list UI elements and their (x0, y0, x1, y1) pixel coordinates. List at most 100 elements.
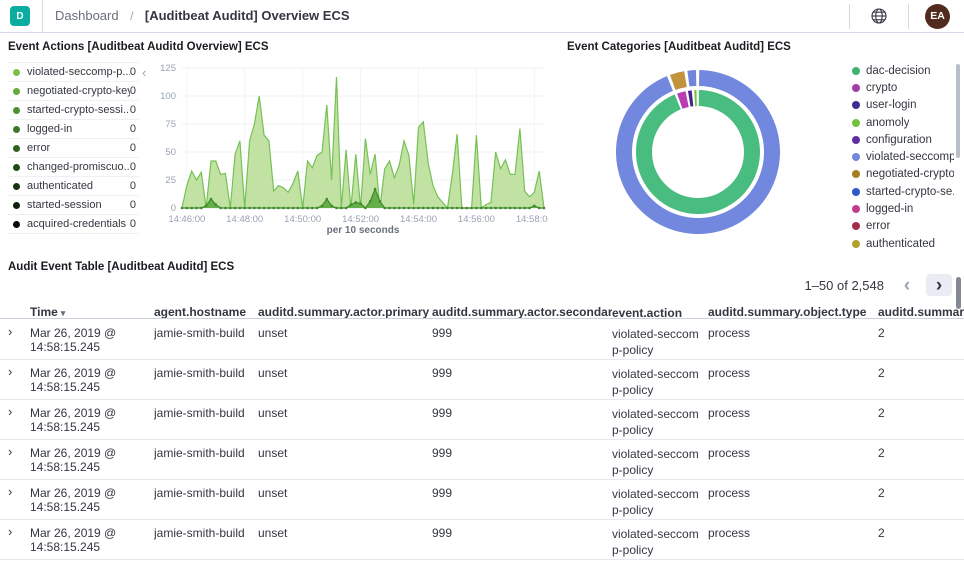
svg-text:14:48:00: 14:48:00 (226, 214, 263, 225)
legend-item[interactable]: authenticated 0 (8, 176, 139, 195)
legend-item[interactable]: user-login (852, 97, 954, 114)
svg-text:14:52:00: 14:52:00 (342, 214, 379, 225)
legend-item[interactable]: violated-seccomp... (852, 148, 954, 165)
cell-time: Mar 26, 2019 @ 14:58:15.245 (30, 366, 117, 394)
row-expand-icon[interactable]: › (8, 324, 13, 339)
column-header-agent-hostname[interactable]: agent.hostname (154, 305, 247, 318)
legend-color-dot-icon (13, 68, 20, 76)
legend-item[interactable]: started-session 0 (8, 195, 139, 214)
row-expand-icon[interactable]: › (8, 484, 13, 499)
column-header-actor-secondary[interactable]: auditd.summary.actor.secondary (432, 305, 612, 318)
legend-item[interactable]: authenticated (852, 235, 954, 252)
cell-actor-secondary: 999 (432, 326, 453, 340)
legend-item[interactable]: logged-in (852, 200, 954, 217)
legend-color-dot-icon (13, 163, 20, 171)
legend-item[interactable]: crypto (852, 79, 954, 96)
event-categories-donut-chart[interactable] (612, 66, 784, 238)
cell-actor-secondary: 999 (432, 486, 453, 500)
svg-text:14:50:00: 14:50:00 (284, 214, 321, 225)
cell-time: Mar 26, 2019 @ 14:58:15.245 (30, 446, 117, 474)
legend-item-label: started-session (27, 199, 102, 211)
top-navigation-bar: D Dashboard / [Auditbeat Auditd] Overvie… (0, 0, 964, 33)
cell-object-type: process (708, 366, 751, 380)
legend-color-dot-icon (852, 153, 860, 162)
legend-item[interactable]: dac-decision (852, 62, 954, 79)
legend-item-value: 0 (129, 199, 136, 211)
pagination-prev-icon[interactable]: ‹ (903, 274, 911, 296)
app-logo[interactable]: D (10, 6, 30, 26)
table-row: › Mar 26, 2019 @ 14:58:15.245 jamie-smit… (0, 480, 964, 520)
legend-item-label: configuration (866, 133, 932, 146)
cell-object-type: process (708, 326, 751, 340)
cell-actor-secondary: 999 (432, 366, 453, 380)
legend-item[interactable]: started-crypto-sessi... 0 (8, 100, 139, 119)
legend-item-label: logged-in (866, 203, 914, 216)
legend-item-value: 0 (129, 180, 136, 192)
cell-event-action: violated-seccomp-policy (612, 407, 699, 438)
topbar-divider (908, 3, 909, 29)
cell-actor-secondary: 999 (432, 526, 453, 540)
legend-item-value: 0 (129, 218, 136, 230)
legend-item-label: negotiated-crypto-key (27, 85, 130, 97)
table-header-row: Time ▾ agent.hostname auditd.summary.acto… (0, 299, 964, 319)
cell-event-action: violated-seccomp-policy (612, 447, 699, 478)
event-actions-area-chart[interactable]: 0 25 50 75 100 125 14:46:00 14:48:00 14:50:00 14:… (148, 58, 548, 236)
column-header-time[interactable]: Time ▾ (30, 299, 154, 318)
legend-color-dot-icon (852, 101, 860, 110)
legend-item[interactable]: negotiated-crypto-key 0 (8, 81, 139, 100)
legend-item[interactable]: acquired-credentials 0 (8, 214, 139, 233)
svg-text:per 10 seconds: per 10 seconds (327, 225, 400, 236)
cell-actor-primary: unset (258, 526, 288, 540)
legend-item[interactable]: logged-in 0 (8, 119, 139, 138)
page-scrollbar[interactable] (956, 277, 961, 309)
legend-color-dot-icon (13, 125, 20, 133)
breadcrumb-dashboard-link[interactable]: Dashboard (55, 8, 119, 23)
cell-agent-hostname: jamie-smith-build (154, 406, 245, 420)
table-row: › Mar 26, 2019 @ 14:58:15.245 jamie-smit… (0, 360, 964, 400)
legend-item[interactable]: negotiated-crypto... (852, 166, 954, 183)
page-title: [Auditbeat Auditd] Overview ECS (144, 8, 350, 23)
legend-item-value: 0 (129, 66, 136, 78)
column-header-auditd-summary[interactable]: auditd.summary (878, 305, 964, 318)
cell-actor-primary: unset (258, 486, 288, 500)
legend-item[interactable]: anomoly (852, 114, 954, 131)
legend-item[interactable]: changed-promiscuo... 0 (8, 157, 139, 176)
legend-item[interactable]: error 0 (8, 138, 139, 157)
legend-item-label: violated-seccomp... (866, 151, 954, 164)
column-header-object-type[interactable]: auditd.summary.object.type (708, 305, 867, 318)
legend-item-label: crypto (866, 81, 898, 94)
user-avatar[interactable]: EA (925, 3, 950, 29)
cell-actor-primary: unset (258, 406, 288, 420)
legend-scrollbar[interactable] (956, 64, 960, 158)
legend-color-dot-icon (852, 239, 860, 248)
pagination-next-icon[interactable]: › (926, 274, 952, 296)
table-body: › Mar 26, 2019 @ 14:58:15.245 jamie-smit… (0, 320, 964, 561)
legend-item-label: authenticated (866, 237, 936, 250)
event-categories-panel-title: Event Categories [Auditbeat Auditd] ECS (567, 41, 791, 53)
cell-auditd-summary: 2 (878, 526, 885, 540)
cell-object-type: process (708, 406, 751, 420)
row-expand-icon[interactable]: › (8, 364, 13, 379)
legend-color-dot-icon (13, 87, 20, 95)
topbar-right-controls: EA (837, 3, 954, 29)
legend-item[interactable]: error (852, 218, 954, 235)
legend-item[interactable]: configuration (852, 131, 954, 148)
row-expand-icon[interactable]: › (8, 404, 13, 419)
table-row: › Mar 26, 2019 @ 14:58:15.245 jamie-smit… (0, 520, 964, 560)
legend-item-label: started-crypto-se... (866, 185, 954, 198)
globe-icon[interactable] (862, 7, 896, 25)
cell-actor-primary: unset (258, 366, 288, 380)
row-expand-icon[interactable]: › (8, 444, 13, 459)
legend-item-label: acquired-credentials (27, 218, 127, 230)
legend-item-value: 0 (129, 123, 136, 135)
cell-event-action: violated-seccomp-policy (612, 327, 699, 358)
row-expand-icon[interactable]: › (8, 524, 13, 539)
legend-collapse-icon[interactable]: ‹ (142, 65, 147, 80)
column-header-actor-primary[interactable]: auditd.summary.actor.primary (258, 305, 430, 318)
legend-item[interactable]: started-crypto-se... (852, 183, 954, 200)
legend-item[interactable]: violated-seccomp-p... 0 (8, 62, 139, 81)
svg-text:14:58:00: 14:58:00 (516, 214, 548, 225)
cell-auditd-summary: 2 (878, 406, 885, 420)
column-header-event-action[interactable]: event.action (612, 306, 683, 318)
cell-object-type: process (708, 446, 751, 460)
